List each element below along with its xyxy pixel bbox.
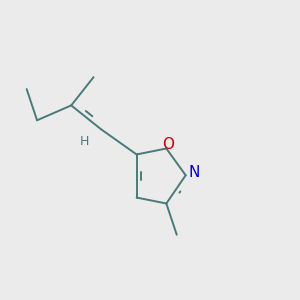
Text: N: N [188, 165, 200, 180]
Text: O: O [162, 136, 174, 152]
Text: H: H [80, 135, 89, 148]
